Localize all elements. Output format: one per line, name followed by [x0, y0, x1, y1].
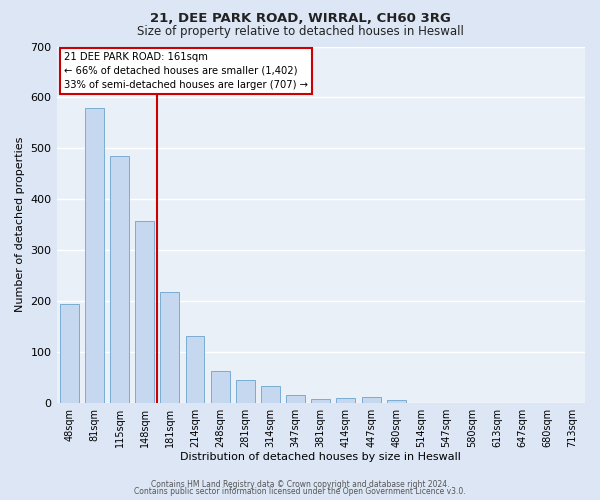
- Bar: [286, 395, 305, 402]
- Bar: [362, 397, 380, 402]
- Bar: [110, 156, 129, 402]
- Bar: [185, 336, 205, 402]
- Bar: [236, 380, 255, 402]
- Text: Size of property relative to detached houses in Heswall: Size of property relative to detached ho…: [137, 25, 463, 38]
- Bar: [337, 398, 355, 402]
- Bar: [261, 386, 280, 402]
- Text: 21, DEE PARK ROAD, WIRRAL, CH60 3RG: 21, DEE PARK ROAD, WIRRAL, CH60 3RG: [149, 12, 451, 26]
- Bar: [311, 399, 330, 402]
- Bar: [387, 400, 406, 402]
- Text: Contains HM Land Registry data © Crown copyright and database right 2024.: Contains HM Land Registry data © Crown c…: [151, 480, 449, 489]
- Text: Contains public sector information licensed under the Open Government Licence v3: Contains public sector information licen…: [134, 487, 466, 496]
- Bar: [59, 304, 79, 402]
- Bar: [85, 108, 104, 403]
- Y-axis label: Number of detached properties: Number of detached properties: [15, 137, 25, 312]
- X-axis label: Distribution of detached houses by size in Heswall: Distribution of detached houses by size …: [181, 452, 461, 462]
- Bar: [135, 220, 154, 402]
- Text: 21 DEE PARK ROAD: 161sqm
← 66% of detached houses are smaller (1,402)
33% of sem: 21 DEE PARK ROAD: 161sqm ← 66% of detach…: [64, 52, 308, 90]
- Bar: [211, 371, 230, 402]
- Bar: [160, 292, 179, 403]
